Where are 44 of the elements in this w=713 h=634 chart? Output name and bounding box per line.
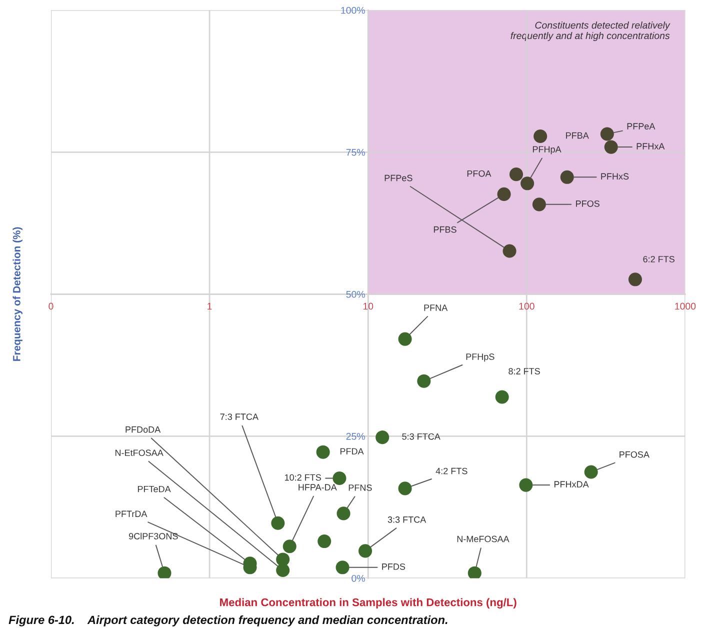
annotation: N-EtFOSAA xyxy=(115,450,164,456)
annotation: N-MeFOSAA xyxy=(457,536,510,542)
annotation: PFOA xyxy=(467,170,492,177)
y-tick-label: 50% xyxy=(346,290,365,298)
annotation: PFTrDA xyxy=(116,510,148,517)
annotation: PFNS xyxy=(348,484,372,491)
annotation: PFOSA xyxy=(620,451,650,458)
annotation: PFPeS xyxy=(384,174,412,182)
annotation: 5:3 FTCA xyxy=(402,433,440,440)
annotation: 9ClPF3ONS xyxy=(128,532,178,540)
x-tick-label: 1 xyxy=(208,302,212,310)
x-tick-label: 100 xyxy=(519,302,534,310)
annotation: 6:2 FTS xyxy=(643,256,674,262)
annotation: PFBA xyxy=(566,132,589,139)
annotation: Constituents detected relatively frequently and at high concentrations xyxy=(510,22,670,42)
annotation: HFPA-DA xyxy=(298,484,337,490)
annotation: PFDoDA xyxy=(126,426,161,433)
annotation: PFHxA xyxy=(636,143,665,150)
annotation: PFPeA xyxy=(627,123,656,130)
annotation: PFTeDA xyxy=(138,486,171,492)
annotation: 3:3 FTCA xyxy=(388,516,426,523)
annotation: PFHpA xyxy=(532,146,562,154)
annotation: PFBS xyxy=(434,226,456,233)
x-tick-label: 1000 xyxy=(675,302,696,310)
annotation: PFHpS xyxy=(466,354,494,362)
annotation: PFHxS xyxy=(601,173,629,180)
annotation: 8:2 FTS xyxy=(508,368,540,374)
x-tick-label: 10 xyxy=(363,302,374,310)
x-axis-title: Median Concentration in Samples with Detections (ng/L) xyxy=(220,598,516,608)
y-tick-label: 75% xyxy=(346,148,365,156)
annotation: PFNA xyxy=(424,304,448,311)
y-axis-title: Frequency of Detection (%) xyxy=(12,227,22,361)
caption: Figure 6-10. Airport category detection frequency and median concentration. xyxy=(8,615,448,626)
y-tick-label: 100% xyxy=(341,6,365,14)
annotation: 10:2 FTS xyxy=(284,474,322,481)
annotation: PFDA xyxy=(340,448,364,454)
annotation: PFDS xyxy=(382,563,406,570)
y-tick-label: 0% xyxy=(352,574,365,582)
annotation: PFOS xyxy=(576,200,600,207)
annotation: 7:3 FTCA xyxy=(220,414,258,420)
x-tick-label: 0 xyxy=(48,302,54,310)
y-tick-label: 25% xyxy=(346,432,365,440)
annotation: PFHxDA xyxy=(554,481,589,488)
annotation: 4:2 FTS xyxy=(436,468,468,474)
